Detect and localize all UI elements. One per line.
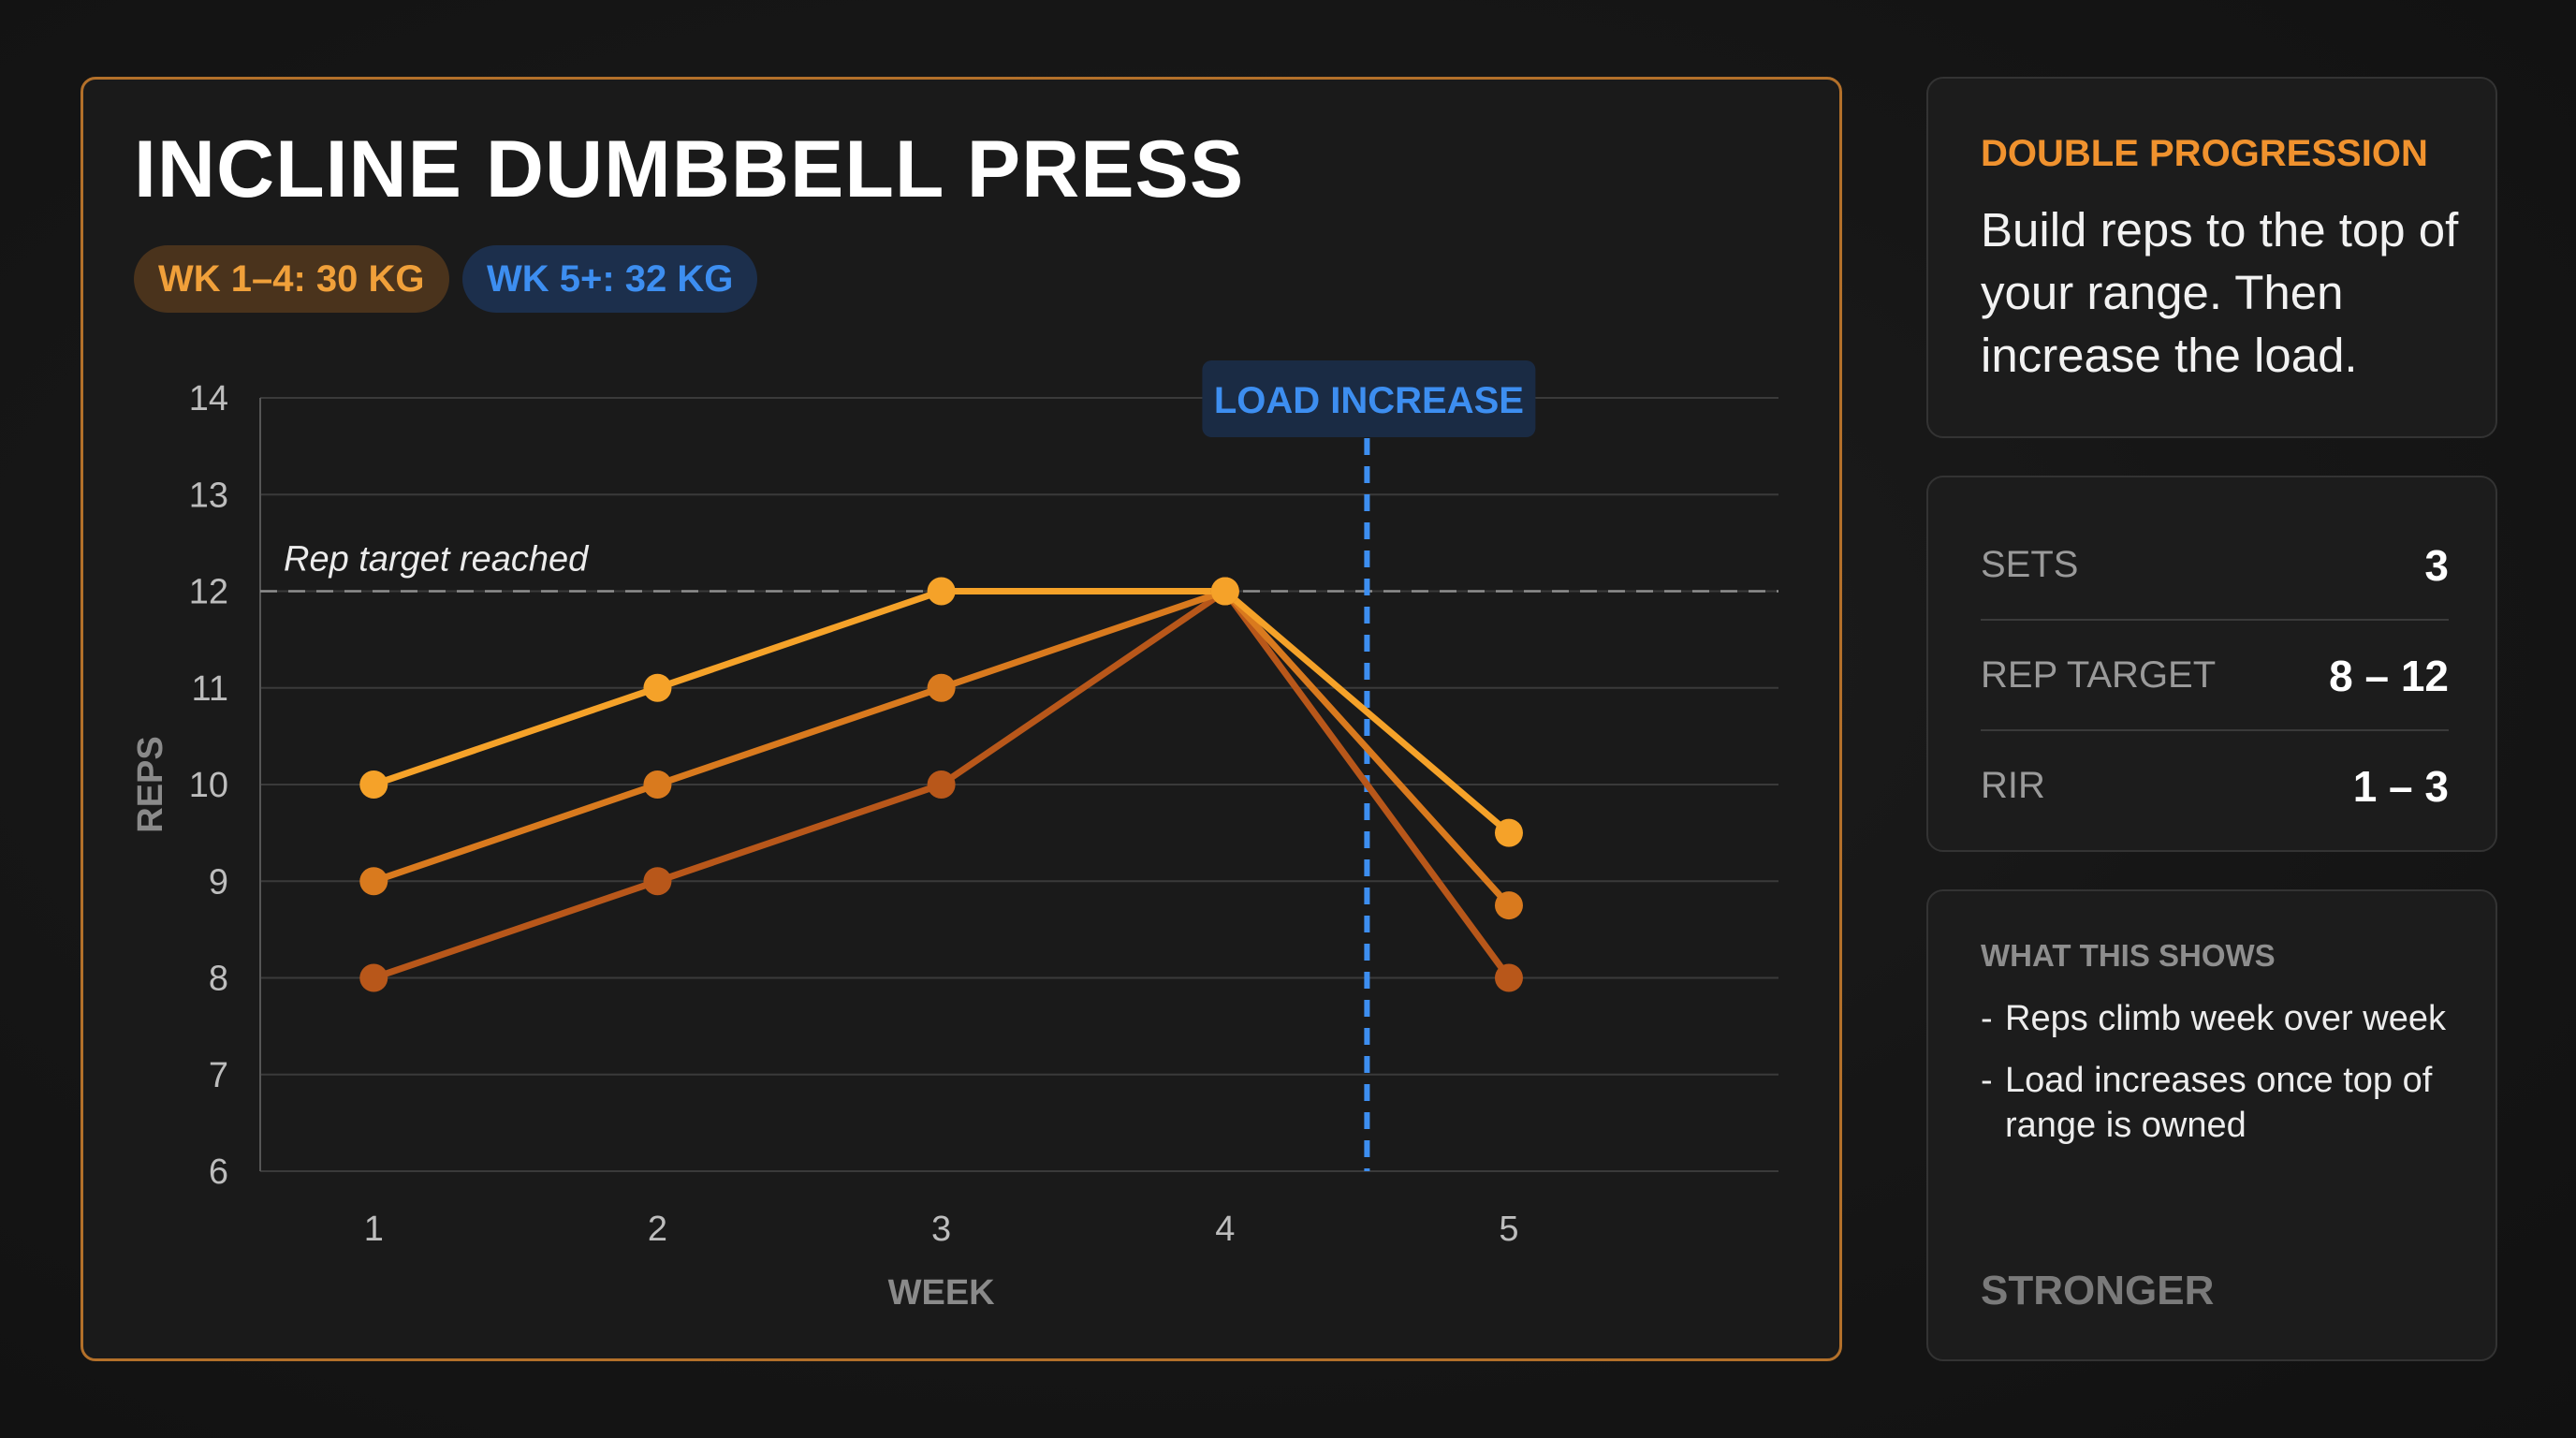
y-tick-label: 6: [209, 1152, 228, 1192]
y-tick-label: 11: [192, 669, 228, 709]
note-text: Reps climb week over week: [2005, 999, 2446, 1038]
y-tick-label: 8: [209, 960, 228, 999]
stat-label: REP TARGET: [1981, 654, 2217, 696]
load-badge-weeks-5-plus: WK 5+: 32 KG: [462, 245, 758, 313]
x-tick-label: 4: [1215, 1210, 1235, 1249]
y-tick-label: 7: [209, 1056, 228, 1095]
y-tick-label: 13: [189, 476, 228, 515]
data-point: [643, 770, 672, 799]
y-tick-label: 10: [189, 766, 228, 805]
y-tick-label: 9: [209, 862, 228, 902]
stat-row-sets: SETS 3: [1981, 510, 2449, 621]
data-point: [359, 963, 388, 992]
x-tick-label: 5: [1499, 1210, 1518, 1249]
y-tick-label: 14: [189, 379, 228, 418]
progression-card: DOUBLE PROGRESSION Build reps to the top…: [1926, 77, 2497, 438]
x-axis-title: WEEK: [888, 1273, 996, 1313]
y-tick-label: 12: [189, 573, 228, 612]
stat-value: 3: [2424, 541, 2449, 590]
data-point: [643, 867, 672, 896]
notes-title: WHAT THIS SHOWS: [1981, 938, 2276, 973]
notes-card: WHAT THIS SHOWS - Reps climb week over w…: [1926, 889, 2497, 1361]
stat-label: RIR: [1981, 765, 2045, 806]
stat-row-rir: RIR 1 – 3: [1981, 731, 2449, 842]
bullet-dash-icon: -: [1981, 1061, 1993, 1100]
page-title: INCLINE DUMBBELL PRESS: [134, 125, 1245, 214]
x-tick-label: 3: [931, 1210, 951, 1249]
data-point: [1494, 963, 1523, 992]
data-point: [359, 770, 388, 799]
data-point: [1494, 891, 1523, 920]
x-tick-label: 2: [648, 1210, 667, 1249]
load-increase-label: LOAD INCREASE: [1214, 380, 1524, 421]
data-point: [1494, 818, 1523, 847]
data-point: [1210, 577, 1239, 606]
data-point: [643, 673, 672, 702]
data-point: [927, 770, 956, 799]
bullet-dash-icon: -: [1981, 999, 1993, 1038]
note-text: Load increases once top of range is owne…: [2005, 1061, 2433, 1145]
progression-label: DOUBLE PROGRESSION: [1981, 133, 2428, 174]
notes-footer: STRONGER: [1981, 1268, 2215, 1313]
stat-label: SETS: [1981, 544, 2079, 585]
y-axis-title: REPS: [131, 736, 170, 832]
stats-card: SETS 3 REP TARGET 8 – 12 RIR 1 – 3: [1926, 476, 2497, 852]
stat-value: 1 – 3: [2352, 762, 2449, 811]
data-point: [359, 867, 388, 896]
data-point: [927, 577, 956, 606]
stat-row-rep-target: REP TARGET 8 – 12: [1981, 621, 2449, 731]
progression-description: Build reps to the top of your range. The…: [1981, 203, 2459, 382]
load-badge-weeks-1-4: WK 1–4: 30 KG: [134, 245, 449, 313]
data-point: [927, 673, 956, 702]
rep-target-label: Rep target reached: [284, 540, 590, 580]
x-tick-label: 1: [364, 1210, 384, 1249]
load-increase-badge: [1202, 360, 1536, 437]
stat-value: 8 – 12: [2329, 652, 2449, 700]
